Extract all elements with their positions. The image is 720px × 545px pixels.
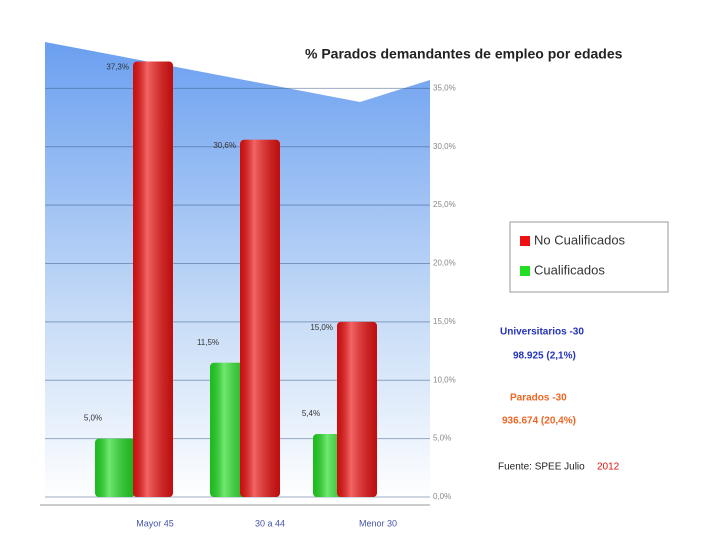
- annotation: Universitarios -30: [500, 327, 584, 338]
- annotation: 2012: [597, 462, 620, 473]
- x-tick-label: Mayor 45: [136, 518, 174, 528]
- legend-label: No Cualificados: [534, 232, 626, 247]
- x-tick-label: Menor 30: [359, 518, 397, 528]
- legend-label: Cualificados: [534, 262, 605, 277]
- legend-swatch: [520, 266, 530, 276]
- chart-title: % Parados demandantes de empleo por edad…: [305, 46, 623, 62]
- annotation: Fuente: SPEE Julio: [498, 462, 585, 473]
- value-label: 37,3%: [106, 63, 129, 72]
- bar: [95, 438, 135, 497]
- bar: [240, 139, 280, 497]
- y-tick-label: 10,0%: [433, 375, 456, 384]
- legend: [509, 221, 669, 293]
- y-tick-label: 20,0%: [433, 259, 456, 268]
- annotation: 936.674 (20,4%): [502, 416, 576, 427]
- annotation: 98.925 (2,1%): [513, 351, 576, 362]
- value-label: 15,0%: [310, 323, 333, 332]
- x-tick-label: 30 a 44: [255, 518, 285, 528]
- y-tick-label: 15,0%: [433, 317, 456, 326]
- annotation: Parados -30: [510, 393, 567, 404]
- y-tick-label: 25,0%: [433, 200, 456, 209]
- value-label: 5,4%: [302, 409, 320, 418]
- y-tick-label: 0,0%: [433, 492, 451, 501]
- bar: [133, 61, 173, 498]
- value-label: 5,0%: [84, 414, 102, 423]
- legend-swatch: [520, 236, 530, 246]
- value-label: 11,5%: [197, 338, 219, 347]
- y-tick-label: 5,0%: [433, 434, 451, 443]
- y-tick-label: 35,0%: [433, 83, 456, 92]
- y-tick-label: 30,0%: [433, 142, 456, 151]
- bar: [337, 321, 377, 497]
- value-label: 30,6%: [213, 141, 236, 150]
